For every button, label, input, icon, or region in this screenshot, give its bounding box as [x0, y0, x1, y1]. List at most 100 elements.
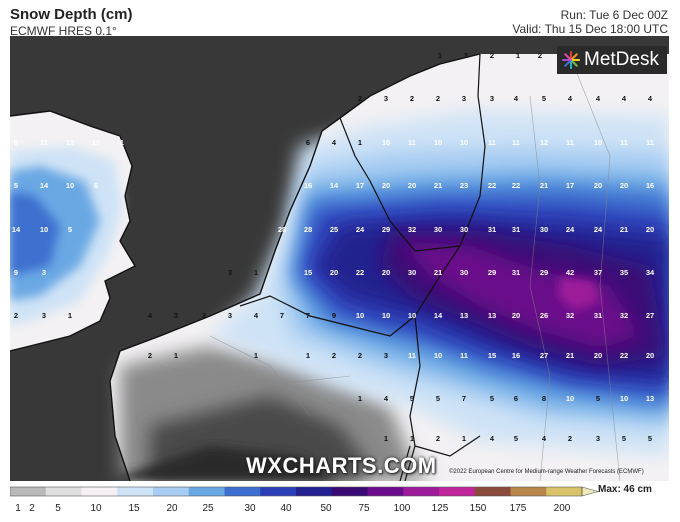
scale-tick-label: 50 [320, 503, 332, 514]
value-label: 20 [620, 181, 628, 190]
value-label: 3 [384, 94, 388, 103]
scale-tick-label: 15 [128, 503, 140, 514]
value-label: 37 [594, 268, 602, 277]
value-label: 10 [566, 394, 574, 403]
value-label: 5 [490, 394, 494, 403]
value-label: 13 [488, 311, 496, 320]
value-label: 32 [620, 311, 628, 320]
snow-depth-map: 1 3 2 1 2 2 3 2 2 3 3 4 5 4 4 4 4 9 11 13 10 1 6 4 1 10 11 10 10 11 11… [10, 36, 669, 481]
value-label: 14 [330, 181, 339, 190]
value-label: 31 [594, 311, 602, 320]
value-label: 20 [646, 351, 654, 360]
value-label: 16 [512, 351, 520, 360]
value-label: 13 [66, 138, 74, 147]
value-label: 11 [620, 138, 628, 147]
value-label: 20 [594, 351, 602, 360]
value-label: 3 [42, 268, 46, 277]
max-value: Max: 46 cm [598, 484, 652, 495]
value-label: 1 [358, 394, 362, 403]
scale-tick-label: 20 [166, 503, 178, 514]
run-time: Run: Tue 6 Dec 00Z [560, 8, 668, 22]
scale-tick-label: 100 [394, 503, 411, 514]
value-label: 1 [384, 434, 388, 443]
scale-swatch [260, 487, 297, 496]
value-label: 1 [254, 268, 258, 277]
value-label: 31 [488, 225, 496, 234]
value-label: 10 [460, 138, 468, 147]
value-label: 1 [410, 434, 414, 443]
value-label: 2 [332, 351, 336, 360]
scale-tick-label: 25 [202, 503, 214, 514]
value-label: 11 [408, 138, 416, 147]
copyright: ©2022 European Centre for Medium-range W… [449, 469, 644, 475]
value-label: 28 [278, 225, 286, 234]
value-label: 3 [464, 51, 468, 60]
scale-swatch [367, 487, 404, 496]
value-label: 20 [408, 181, 416, 190]
model-name: ECMWF HRES 0.1° [10, 24, 117, 38]
value-label: 3 [228, 268, 232, 277]
value-label: 16 [646, 181, 654, 190]
map-title: Snow Depth (cm) [10, 6, 133, 23]
value-label: 10 [594, 138, 602, 147]
value-label: 11 [40, 138, 48, 147]
value-label: 9 [14, 268, 18, 277]
value-label: 24 [356, 225, 365, 234]
scale-tick-label: 1 [15, 503, 21, 514]
value-label: 2 [14, 311, 18, 320]
value-label: 4 [514, 94, 519, 103]
value-label: 11 [460, 351, 468, 360]
value-label: 13 [646, 394, 654, 403]
scale-swatch [439, 487, 476, 496]
value-label: 3 [202, 311, 206, 320]
value-label: 12 [540, 138, 548, 147]
logo-text: MetDesk [584, 49, 659, 70]
value-label: 4 [648, 94, 653, 103]
scale-swatch [224, 487, 261, 496]
value-label: 32 [566, 311, 574, 320]
value-label: 21 [540, 181, 548, 190]
value-label: 21 [620, 225, 628, 234]
valid-time: Valid: Thu 15 Dec 18:00 UTC [512, 22, 668, 36]
scale-swatch [474, 487, 511, 496]
value-label: 1 [68, 311, 72, 320]
value-label: 1 [358, 138, 362, 147]
value-label: 4 [148, 311, 153, 320]
value-label: 11 [646, 138, 654, 147]
value-label: 1 [306, 351, 310, 360]
value-label: 22 [620, 351, 628, 360]
value-label: 14 [434, 311, 443, 320]
value-label: 35 [620, 268, 628, 277]
map-canvas: 1 3 2 1 22 3 2 2 3 3 4 5 4 4 4 49 11 13 10 1 6 4 1 10 11 10 10 11 11… [10, 36, 669, 481]
value-label: 10 [408, 311, 416, 320]
value-labels: 1 3 2 1 22 3 2 2 3 3 4 5 4 4 4 49 11 13 10 1 6 4 1 10 11 10 10 11 11… [12, 51, 655, 443]
scale-swatch [188, 487, 225, 496]
value-label: 3 [462, 94, 466, 103]
value-label: 20 [382, 181, 390, 190]
scale-swatch [10, 487, 47, 496]
value-label: 3 [490, 94, 494, 103]
value-label: 5 [514, 434, 518, 443]
value-label: 3 [228, 311, 232, 320]
value-label: 6 [306, 138, 310, 147]
value-label: 31 [512, 268, 520, 277]
value-label: 30 [460, 268, 468, 277]
value-label: 4 [332, 138, 337, 147]
scale-swatch [296, 487, 333, 496]
color-scale: 1 2 5 10 15 20 25 30 40 50 75 100 125 150 175 200 [10, 486, 600, 514]
value-label: 1 [174, 351, 178, 360]
value-label: 29 [488, 268, 496, 277]
value-label: 7 [280, 311, 284, 320]
value-label: 2 [436, 434, 440, 443]
value-label: 5 [596, 394, 600, 403]
scale-tick-label: 125 [432, 503, 449, 514]
value-label: 29 [540, 268, 548, 277]
value-label: 22 [356, 268, 364, 277]
value-label: 4 [254, 311, 259, 320]
value-label: 3 [174, 311, 178, 320]
value-label: 27 [540, 351, 548, 360]
value-label: 30 [408, 268, 416, 277]
scale-swatch [81, 487, 118, 496]
value-label: 5 [622, 434, 626, 443]
value-label: 31 [512, 225, 520, 234]
